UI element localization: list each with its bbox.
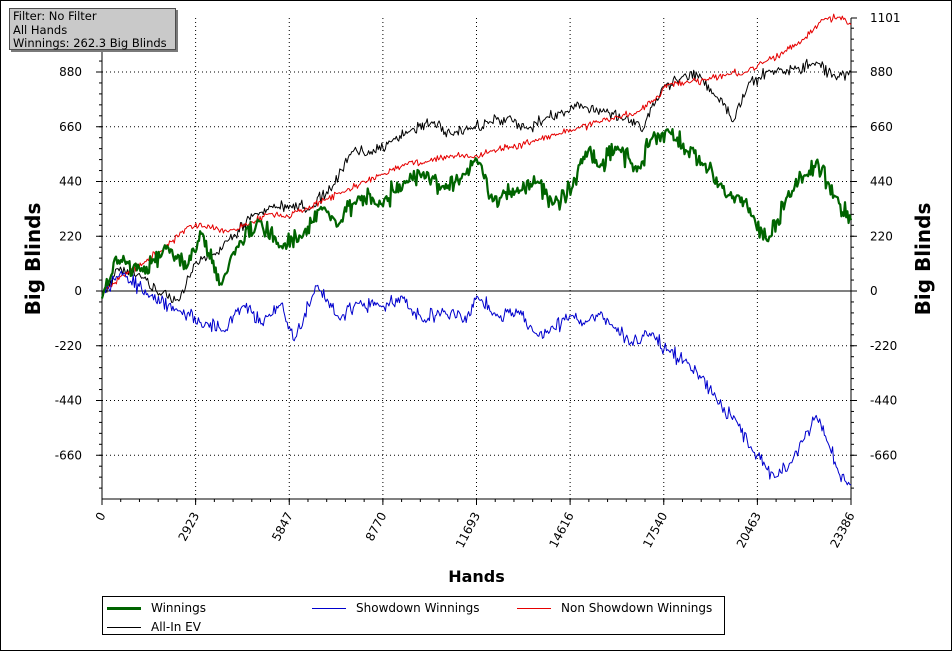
y-tick-label-left: -660 — [55, 448, 82, 462]
x-tick-label: 14616 — [546, 510, 576, 550]
legend-swatch-all-in-ev — [107, 627, 141, 628]
y-tick-label-left: -220 — [55, 339, 82, 353]
y-tick-label-left: 660 — [59, 120, 82, 134]
series-line-non-showdown-winnings — [101, 13, 852, 294]
legend-swatch-showdown-winnings — [312, 608, 346, 609]
legend-swatch-winnings — [107, 607, 141, 610]
y-tick-label-right: 660 — [870, 120, 893, 134]
series-line-showdown-winnings — [101, 270, 852, 486]
legend-label-all-in-ev: All-In EV — [151, 620, 201, 634]
winnings-summary-text: Winnings: 262.3 Big Blinds — [13, 36, 167, 50]
y-tick-label-right: 220 — [870, 229, 893, 243]
y-tick-label-left: 0 — [74, 284, 82, 298]
legend-label-winnings: Winnings — [151, 601, 206, 615]
hands-filter-text: All Hands — [13, 22, 68, 37]
y-tick-label-right: 1101 — [870, 11, 901, 25]
y-tick-label-right: 440 — [870, 175, 893, 189]
y-tick-label-left: 220 — [59, 229, 82, 243]
y-tick-label-left: 440 — [59, 175, 82, 189]
series-line-all-in-ev — [101, 58, 852, 303]
legend-swatch-non-showdown-winnings — [517, 608, 551, 609]
legend-label-showdown-winnings: Showdown Winnings — [356, 601, 480, 615]
y-tick-label-right: -440 — [870, 394, 897, 408]
x-tick-label: 0 — [93, 510, 109, 523]
chart-legend: Winnings Showdown Winnings Non Showdown … — [102, 596, 725, 635]
series-lines — [100, 13, 853, 486]
filter-text: Filter: No Filter — [13, 9, 97, 23]
legend-label-non-showdown-winnings: Non Showdown Winnings — [561, 601, 713, 615]
x-tick-label: 11693 — [453, 510, 483, 550]
x-tick-label: 2923 — [176, 510, 203, 544]
x-tick-label: 23386 — [827, 510, 857, 550]
grid-lines — [102, 18, 851, 499]
x-tick-label: 17540 — [640, 510, 670, 550]
x-axis-title: Hands — [448, 567, 505, 586]
y-tick-label-left: 880 — [59, 65, 82, 79]
y-axis-title-left: Big Blinds — [21, 203, 45, 316]
series-line-winnings — [100, 128, 853, 299]
x-tick-label: 8770 — [363, 510, 390, 544]
y-tick-label-left: -440 — [55, 394, 82, 408]
filter-info-box: Filter: No Filter All Hands Winnings: 26… — [9, 8, 176, 50]
x-tick-label: 5847 — [269, 510, 296, 544]
y-tick-label-right: -220 — [870, 339, 897, 353]
y-axis-title-right: Big Blinds — [911, 203, 935, 316]
y-tick-label-right: 880 — [870, 65, 893, 79]
y-tick-label-right: -660 — [870, 448, 897, 462]
x-tick-label: 20463 — [734, 510, 764, 550]
axes — [96, 17, 857, 505]
y-tick-label-right: 0 — [870, 284, 878, 298]
